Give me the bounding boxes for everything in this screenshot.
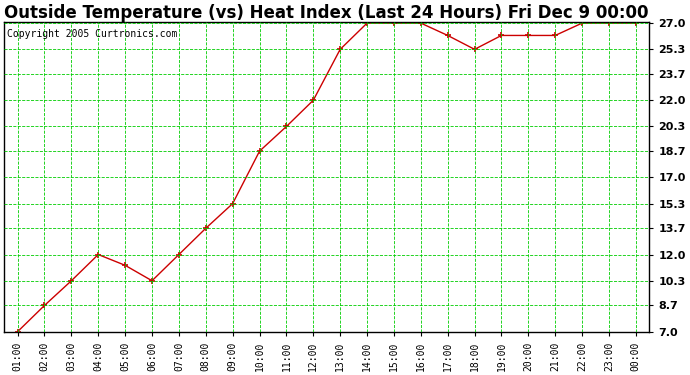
Text: Copyright 2005 Curtronics.com: Copyright 2005 Curtronics.com [8, 28, 178, 39]
Title: Outside Temperature (vs) Heat Index (Last 24 Hours) Fri Dec 9 00:00: Outside Temperature (vs) Heat Index (Las… [5, 4, 649, 22]
